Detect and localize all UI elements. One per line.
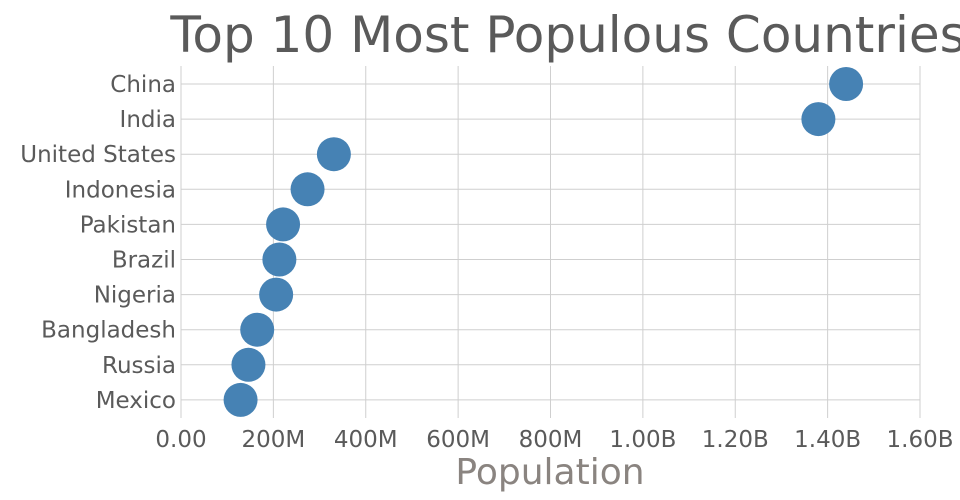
data-points (223, 67, 864, 417)
y-tick-label: China (110, 72, 176, 98)
y-tick-label: Brazil (112, 248, 176, 274)
y-tick-label: United States (20, 142, 176, 168)
chart-title: Top 10 Most Populous Countries (169, 6, 960, 64)
x-tick-label: 600M (426, 427, 490, 453)
y-tick-label: India (120, 107, 176, 133)
x-tick-label: 400M (334, 427, 398, 453)
x-tick-label: 1.60B (887, 427, 954, 453)
data-point (259, 277, 294, 312)
y-tick-label: Bangladesh (41, 318, 176, 344)
data-point (223, 382, 258, 417)
data-point (240, 312, 275, 347)
x-axis-title: Population (455, 452, 644, 493)
data-point (266, 207, 301, 242)
y-gridlines (181, 83, 920, 401)
x-tick-label: 1.40B (794, 427, 861, 453)
x-tick-label: 800M (519, 427, 583, 453)
y-tick-label: Mexico (96, 388, 176, 414)
x-tick-label: 1.20B (702, 427, 769, 453)
data-point (316, 137, 351, 172)
data-point (829, 67, 864, 101)
x-tick-label: 1.00B (609, 427, 676, 453)
data-point (231, 347, 266, 382)
y-tick-label: Nigeria (94, 283, 176, 309)
x-tick-label: 200M (242, 427, 306, 453)
x-axis-labels: 0.00 200M 400M 600M 800M 1.00B 1.20B 1.40B 1.60B (155, 427, 953, 453)
y-tick-label: Pakistan (80, 212, 176, 238)
x-tick-label: 0.00 (155, 427, 206, 453)
x-gridlines (180, 66, 921, 418)
y-tick-label: Indonesia (65, 177, 176, 203)
y-axis-labels: China India United States Indonesia Pakistan… (20, 72, 176, 414)
data-point (801, 102, 836, 137)
data-point (262, 242, 297, 277)
data-point (290, 172, 325, 207)
y-tick-label: Russia (102, 353, 176, 379)
